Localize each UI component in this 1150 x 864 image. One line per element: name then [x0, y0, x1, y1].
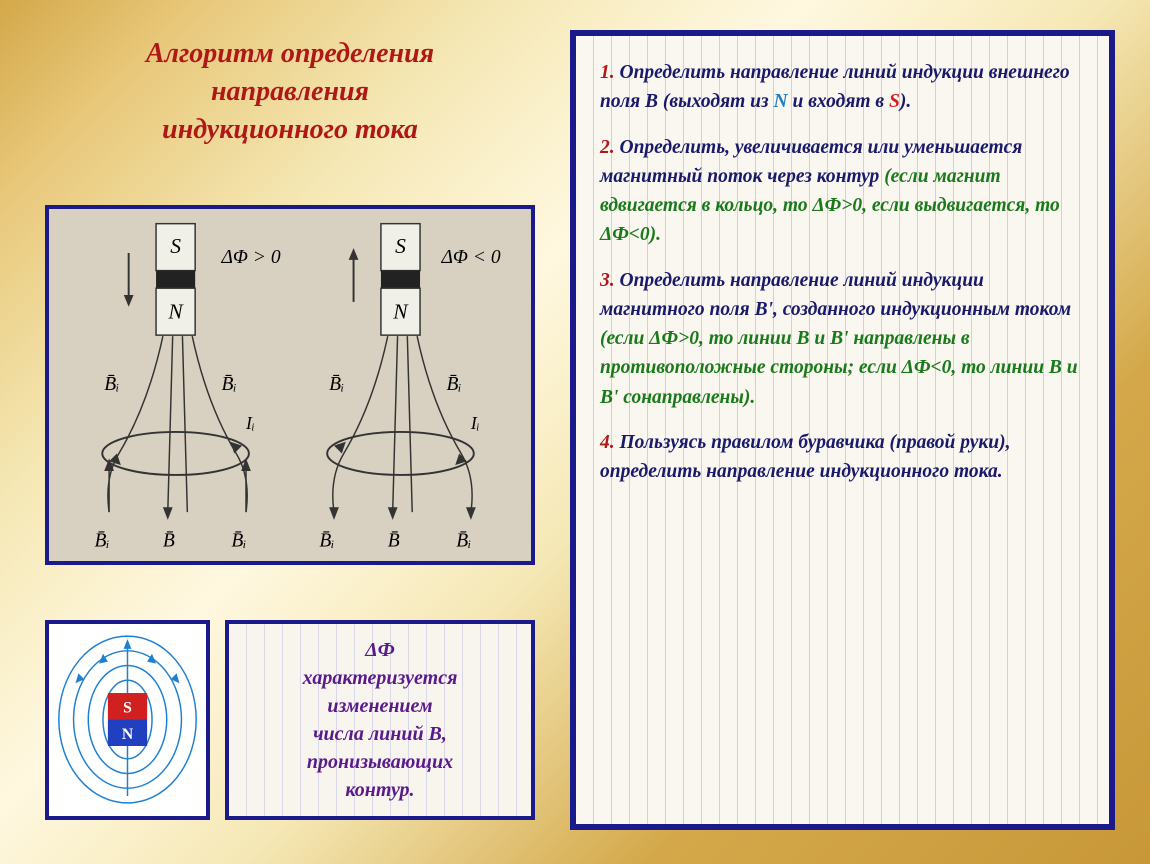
- svg-text:B̄ᵢ: B̄ᵢ: [104, 374, 119, 395]
- svg-text:N: N: [167, 300, 184, 324]
- delta-phi-box: ΔФ характеризуется изменением числа лини…: [225, 620, 535, 820]
- step-1: 1. Определить направление линий индукции…: [600, 58, 1085, 117]
- svg-text:B̄ᵢ: B̄ᵢ: [446, 374, 461, 395]
- step-3: 3. Определить направление линий индукции…: [600, 266, 1085, 412]
- svg-text:ΔΦ > 0: ΔΦ > 0: [221, 247, 281, 268]
- svg-text:B̄ᵢ: B̄ᵢ: [94, 530, 109, 551]
- title-line-1: Алгоритм определения: [50, 35, 530, 73]
- svg-text:S: S: [123, 700, 132, 717]
- svg-text:B̄ᵢ: B̄ᵢ: [329, 374, 344, 395]
- bar-magnet-field: S N: [45, 620, 210, 820]
- svg-text:Iᵢ: Iᵢ: [245, 413, 255, 433]
- svg-text:S: S: [170, 234, 181, 258]
- svg-text:S: S: [395, 234, 406, 258]
- step-2: 2. Определить, увеличивается или уменьша…: [600, 133, 1085, 250]
- step-4: 4. Пользуясь правилом буравчика (правой …: [600, 428, 1085, 487]
- svg-text:Iᵢ: Iᵢ: [470, 413, 480, 433]
- svg-text:N: N: [122, 726, 134, 743]
- svg-text:B̄ᵢ: B̄ᵢ: [231, 530, 246, 551]
- svg-text:B̄ᵢ: B̄ᵢ: [222, 374, 237, 395]
- title-line-3: индукционного тока: [50, 111, 530, 149]
- diagram-svg: S N ΔΦ > 0 B̄ᵢ B̄ᵢ Iᵢ B̄ B̄ᵢ B̄ᵢ: [49, 209, 531, 561]
- svg-text:N: N: [392, 300, 409, 324]
- svg-text:B̄ᵢ: B̄ᵢ: [319, 530, 334, 551]
- svg-text:B̄ᵢ: B̄ᵢ: [456, 530, 471, 551]
- svg-text:B̄: B̄: [163, 530, 175, 551]
- magnet-field-svg: S N: [49, 624, 206, 816]
- algorithm-steps-panel: 1. Определить направление линий индукции…: [570, 30, 1115, 830]
- phi-text: ΔФ характеризуется изменением числа лини…: [303, 636, 458, 804]
- title-line-2: направления: [50, 73, 530, 111]
- svg-text:ΔΦ < 0: ΔΦ < 0: [441, 247, 501, 268]
- main-title: Алгоритм определения направления индукци…: [50, 35, 530, 148]
- svg-text:B̄: B̄: [388, 530, 400, 551]
- lenz-diagram: S N ΔΦ > 0 B̄ᵢ B̄ᵢ Iᵢ B̄ B̄ᵢ B̄ᵢ: [45, 205, 535, 565]
